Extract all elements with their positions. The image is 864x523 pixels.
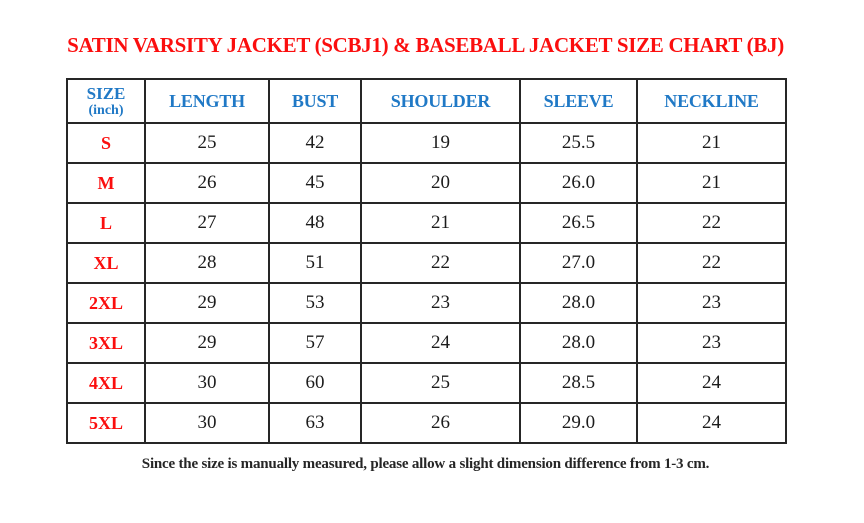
bust-value: 45 [268,162,362,204]
neckline-value: 23 [636,322,787,364]
bust-value: 42 [268,122,362,164]
header-size-label: SIZE [86,83,126,103]
shoulder-value: 20 [360,162,521,204]
length-value: 25 [144,122,270,164]
header-size-unit: (inch) [88,102,124,118]
neckline-value: 24 [636,402,787,444]
table-row-2xl: 2XL 29 53 23 28.0 23 [66,282,787,324]
measurement-footnote: Since the size is manually measured, ple… [141,456,710,472]
size-chart-table: SIZE (inch) LENGTH BUST SHOULDER SLEEVE … [66,78,787,444]
length-value: 29 [144,282,270,324]
table-row-l: L 27 48 21 26.5 22 [66,202,787,244]
page-title: SATIN VARSITY JACKET (SCBJ1) & BASEBALL … [67,33,784,57]
neckline-value: 21 [636,122,787,164]
length-value: 30 [144,362,270,404]
size-label: 2XL [66,282,146,324]
length-value: 29 [144,322,270,364]
header-length: LENGTH [144,78,270,124]
table-row-xl: XL 28 51 22 27.0 22 [66,242,787,284]
neckline-value: 22 [636,242,787,284]
bust-value: 57 [268,322,362,364]
neckline-value: 24 [636,362,787,404]
sleeve-value: 28.0 [519,322,638,364]
shoulder-value: 21 [360,202,521,244]
table-row-s: S 25 42 19 25.5 21 [66,122,787,164]
sleeve-value: 28.5 [519,362,638,404]
length-value: 26 [144,162,270,204]
size-label: M [66,162,146,204]
sleeve-value: 28.0 [519,282,638,324]
neckline-value: 21 [636,162,787,204]
header-size: SIZE (inch) [66,78,146,124]
header-shoulder: SHOULDER [360,78,521,124]
shoulder-value: 19 [360,122,521,164]
size-label: XL [66,242,146,284]
table-row-5xl: 5XL 30 63 26 29.0 24 [66,402,787,444]
header-bust: BUST [268,78,362,124]
sleeve-value: 25.5 [519,122,638,164]
size-label: 4XL [66,362,146,404]
sleeve-value: 27.0 [519,242,638,284]
size-label: 3XL [66,322,146,364]
neckline-value: 23 [636,282,787,324]
length-value: 30 [144,402,270,444]
bust-value: 53 [268,282,362,324]
shoulder-value: 25 [360,362,521,404]
neckline-value: 22 [636,202,787,244]
table-row-m: M 26 45 20 26.0 21 [66,162,787,204]
header-sleeve: SLEEVE [519,78,638,124]
shoulder-value: 22 [360,242,521,284]
sleeve-value: 29.0 [519,402,638,444]
size-label: L [66,202,146,244]
table-header-row: SIZE (inch) LENGTH BUST SHOULDER SLEEVE … [66,78,787,124]
bust-value: 60 [268,362,362,404]
bust-value: 51 [268,242,362,284]
bust-value: 63 [268,402,362,444]
size-label: S [66,122,146,164]
length-value: 27 [144,202,270,244]
bust-value: 48 [268,202,362,244]
sleeve-value: 26.0 [519,162,638,204]
shoulder-value: 26 [360,402,521,444]
table-row-3xl: 3XL 29 57 24 28.0 23 [66,322,787,364]
shoulder-value: 23 [360,282,521,324]
table-row-4xl: 4XL 30 60 25 28.5 24 [66,362,787,404]
sleeve-value: 26.5 [519,202,638,244]
shoulder-value: 24 [360,322,521,364]
length-value: 28 [144,242,270,284]
header-neckline: NECKLINE [636,78,787,124]
size-label: 5XL [66,402,146,444]
